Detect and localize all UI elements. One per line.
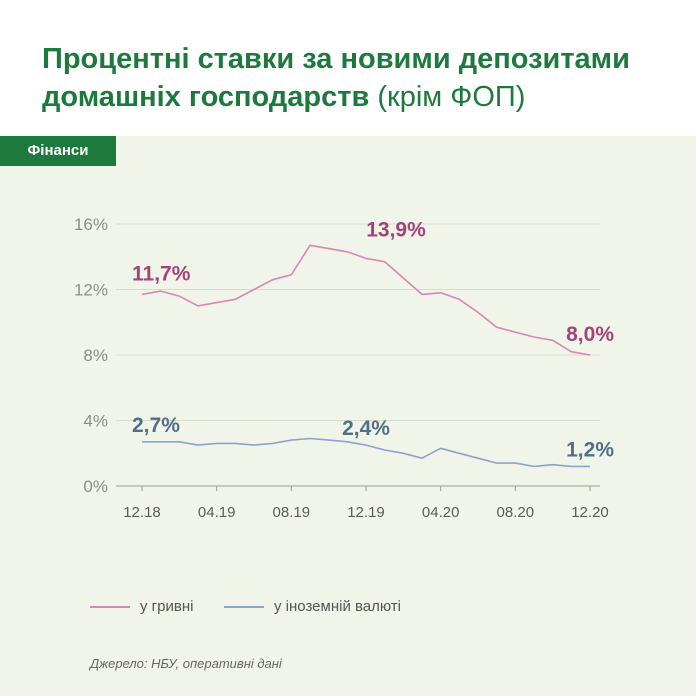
data-label-fx: 2,4% <box>342 417 390 440</box>
header: Процентні ставки за новими депозитами до… <box>0 0 696 136</box>
x-tick-label: 12.18 <box>123 504 161 521</box>
y-tick-label: 0% <box>83 477 108 496</box>
data-label-fx: 1,2% <box>566 438 614 461</box>
x-tick-label: 04.19 <box>198 504 236 521</box>
y-tick-label: 12% <box>74 281 108 300</box>
series-line-fx <box>142 437 590 468</box>
legend-item-uah: у гривні <box>90 598 193 615</box>
data-label-uah: 8,0% <box>566 323 614 346</box>
legend-label-fx: у іноземній валюті <box>274 598 402 615</box>
x-tick-label: 12.19 <box>347 504 385 521</box>
category-tag: Фінанси <box>0 136 116 166</box>
x-tick-label: 08.19 <box>273 504 311 521</box>
y-tick-label: 16% <box>74 215 108 234</box>
legend-swatch-uah <box>90 605 130 608</box>
page-title: Процентні ставки за новими депозитами до… <box>42 40 682 116</box>
data-label-uah: 11,7% <box>132 262 191 285</box>
series-line-uah <box>141 244 591 356</box>
data-label-uah: 13,9% <box>366 218 426 241</box>
legend-item-fx: у іноземній валюті <box>224 598 401 615</box>
source-note: Джерело: НБУ, оперативні дані <box>90 656 282 671</box>
x-tick-label: 08.20 <box>497 504 535 521</box>
data-label-fx: 2,7% <box>132 414 180 437</box>
x-tick-label: 04.20 <box>422 504 460 521</box>
x-tick-label: 12.20 <box>571 504 609 521</box>
legend-label-uah: у гривні <box>140 598 194 615</box>
chart-panel <box>0 136 696 696</box>
y-tick-label: 8% <box>83 346 108 365</box>
y-tick-label: 4% <box>83 412 108 431</box>
legend-swatch-fx <box>224 605 264 608</box>
title-bold: Процентні ставки за новими депозитами до… <box>42 43 630 113</box>
title-subtitle: (крім ФОП) <box>377 81 526 113</box>
